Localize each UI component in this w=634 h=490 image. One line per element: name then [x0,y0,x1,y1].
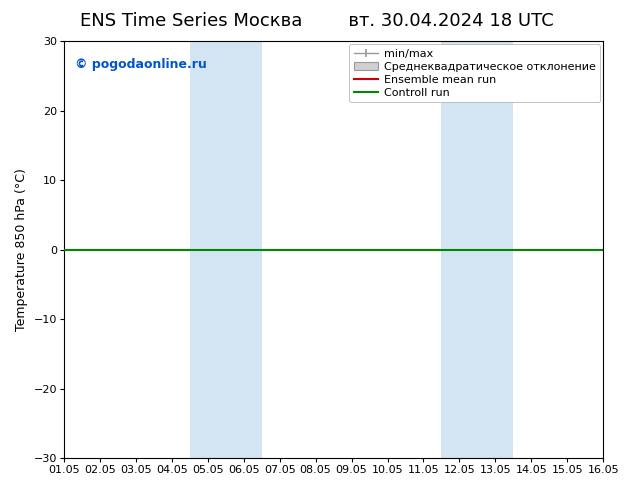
Y-axis label: Temperature 850 hPa (°C): Temperature 850 hPa (°C) [15,168,28,331]
Text: ENS Time Series Москва        вт. 30.04.2024 18 UTC: ENS Time Series Москва вт. 30.04.2024 18… [80,12,554,30]
Text: © pogodaonline.ru: © pogodaonline.ru [75,58,207,71]
Legend: min/max, Среднеквадратическое отклонение, Ensemble mean run, Controll run: min/max, Среднеквадратическое отклонение… [349,45,600,102]
Bar [190,41,262,458]
Bar [441,41,514,458]
